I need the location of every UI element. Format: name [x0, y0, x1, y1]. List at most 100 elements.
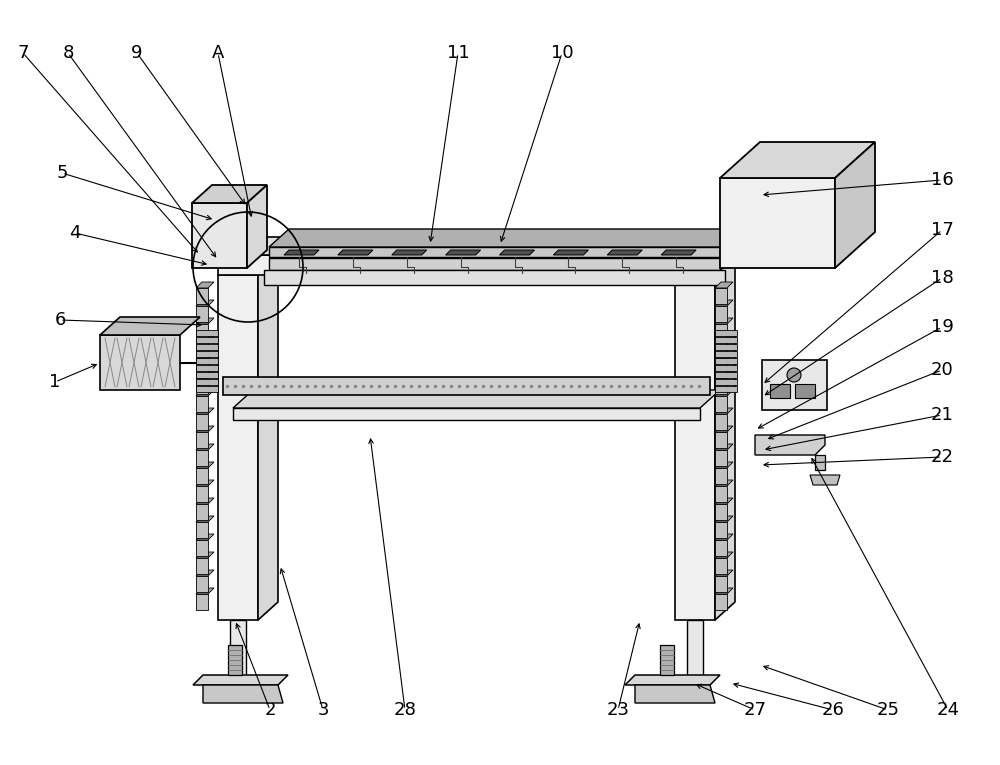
Polygon shape	[196, 522, 208, 538]
Polygon shape	[196, 450, 208, 466]
Polygon shape	[196, 372, 218, 378]
Polygon shape	[715, 534, 733, 540]
Polygon shape	[269, 229, 740, 247]
Polygon shape	[762, 360, 827, 410]
Polygon shape	[715, 504, 727, 520]
Polygon shape	[720, 178, 835, 268]
Polygon shape	[196, 306, 208, 322]
Polygon shape	[715, 588, 733, 594]
Polygon shape	[715, 576, 727, 592]
Polygon shape	[264, 270, 725, 285]
Polygon shape	[196, 354, 214, 360]
Polygon shape	[196, 516, 214, 522]
Polygon shape	[715, 372, 737, 378]
Polygon shape	[192, 185, 267, 203]
Polygon shape	[233, 408, 700, 420]
Polygon shape	[196, 324, 208, 340]
Polygon shape	[196, 330, 218, 336]
Polygon shape	[715, 378, 727, 394]
Polygon shape	[196, 386, 218, 392]
Polygon shape	[196, 396, 208, 412]
Polygon shape	[715, 282, 733, 288]
Polygon shape	[196, 414, 208, 430]
Polygon shape	[715, 552, 733, 558]
Polygon shape	[203, 685, 283, 703]
Polygon shape	[715, 324, 727, 340]
Polygon shape	[625, 675, 720, 685]
Polygon shape	[193, 675, 288, 685]
Polygon shape	[715, 540, 727, 556]
Polygon shape	[196, 570, 214, 576]
Text: 17: 17	[931, 221, 953, 239]
Text: 5: 5	[56, 164, 68, 182]
Polygon shape	[715, 480, 733, 486]
Polygon shape	[715, 300, 733, 306]
Polygon shape	[715, 365, 737, 371]
Text: 22: 22	[930, 448, 954, 466]
Polygon shape	[715, 432, 727, 448]
Text: 7: 7	[17, 44, 29, 62]
Polygon shape	[196, 486, 208, 502]
Polygon shape	[553, 250, 588, 255]
Polygon shape	[196, 534, 214, 540]
Polygon shape	[715, 396, 727, 412]
Polygon shape	[196, 344, 218, 350]
Polygon shape	[218, 255, 715, 275]
Polygon shape	[715, 594, 727, 610]
Polygon shape	[770, 384, 790, 398]
Polygon shape	[196, 552, 214, 558]
Polygon shape	[247, 185, 267, 268]
Polygon shape	[660, 645, 674, 675]
Polygon shape	[661, 250, 696, 255]
Polygon shape	[196, 498, 214, 504]
Text: 2: 2	[264, 701, 276, 719]
Text: 16: 16	[931, 171, 953, 189]
Polygon shape	[196, 365, 218, 371]
Text: 28: 28	[394, 701, 416, 719]
Polygon shape	[196, 378, 208, 394]
Polygon shape	[196, 379, 218, 385]
Polygon shape	[196, 300, 214, 306]
Polygon shape	[446, 250, 481, 255]
Text: 1: 1	[49, 373, 61, 391]
Circle shape	[787, 368, 801, 382]
Polygon shape	[715, 414, 727, 430]
Polygon shape	[715, 462, 733, 468]
Polygon shape	[228, 645, 242, 675]
Polygon shape	[715, 354, 733, 360]
Polygon shape	[218, 237, 735, 255]
Polygon shape	[196, 576, 208, 592]
Text: 10: 10	[551, 44, 573, 62]
Polygon shape	[192, 203, 247, 268]
Polygon shape	[223, 377, 710, 395]
Polygon shape	[196, 504, 208, 520]
Polygon shape	[755, 435, 825, 455]
Polygon shape	[100, 317, 200, 335]
Polygon shape	[100, 335, 180, 390]
Polygon shape	[715, 522, 727, 538]
Polygon shape	[196, 480, 214, 486]
Polygon shape	[715, 426, 733, 432]
Polygon shape	[715, 351, 737, 357]
Polygon shape	[196, 540, 208, 556]
Polygon shape	[715, 570, 733, 576]
Polygon shape	[715, 390, 733, 396]
Polygon shape	[196, 360, 208, 376]
Text: 20: 20	[931, 361, 953, 379]
Polygon shape	[196, 426, 214, 432]
Polygon shape	[715, 318, 733, 324]
Polygon shape	[233, 390, 720, 408]
Polygon shape	[196, 318, 214, 324]
Text: 18: 18	[931, 269, 953, 287]
Polygon shape	[196, 342, 208, 358]
Polygon shape	[500, 250, 534, 255]
Polygon shape	[715, 379, 737, 385]
Polygon shape	[715, 372, 733, 378]
Text: 19: 19	[931, 318, 953, 336]
Polygon shape	[715, 486, 727, 502]
Polygon shape	[196, 432, 208, 448]
Polygon shape	[258, 257, 278, 620]
Polygon shape	[715, 288, 727, 304]
Polygon shape	[715, 516, 733, 522]
Polygon shape	[196, 337, 218, 343]
